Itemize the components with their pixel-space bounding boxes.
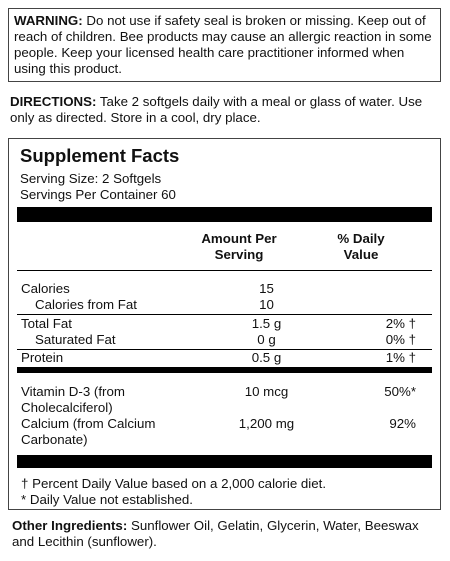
footnote: * Daily Value not established. xyxy=(21,492,193,507)
row-amount: 0 g xyxy=(257,332,276,347)
rule xyxy=(17,314,432,315)
rule xyxy=(17,207,432,222)
row-name: Calcium (from Calcium Carbonate) xyxy=(21,416,156,447)
column-header: % Daily Value xyxy=(337,231,385,262)
row-dv: 2% † xyxy=(385,316,416,331)
directions-text: Take 2 softgels daily with a meal or gla… xyxy=(10,94,423,125)
directions-label: DIRECTIONS: xyxy=(10,94,97,109)
row-dv: 92% xyxy=(389,416,416,431)
servings-per-container: Servings Per Container 60 xyxy=(20,187,176,202)
row-amount: 15 xyxy=(259,281,274,296)
other-ingredients-label: Other Ingredients: xyxy=(12,518,128,533)
warning-box: WARNING: Do not use if safety seal is br… xyxy=(8,8,441,82)
row-name: Calories xyxy=(21,281,70,296)
row-name: Vitamin D-3 (from Cholecalciferol) xyxy=(21,384,125,415)
warning-label: WARNING: xyxy=(14,13,83,28)
directions: DIRECTIONS: Take 2 softgels daily with a… xyxy=(10,94,435,126)
rule xyxy=(17,349,432,350)
row-name: Total Fat xyxy=(21,316,72,331)
rule xyxy=(17,270,432,271)
row-amount: 10 mcg xyxy=(244,384,289,399)
row-name: Calories from Fat xyxy=(35,297,137,312)
row-amount: 0.5 g xyxy=(251,350,282,365)
other-ingredients-text: Sunflower Oil, Gelatin, Glycerin, Water,… xyxy=(12,518,419,549)
row-amount: 1,200 mg xyxy=(238,416,295,431)
row-name: Saturated Fat xyxy=(35,332,116,347)
row-dv: 50%* xyxy=(384,384,416,399)
row-amount: 10 xyxy=(259,297,274,312)
row-name: Protein xyxy=(21,350,64,365)
rule xyxy=(17,367,432,373)
other-ingredients: Other Ingredients: Sunflower Oil, Gelati… xyxy=(12,518,437,550)
serving-size: Serving Size: 2 Softgels xyxy=(20,171,162,186)
supplement-facts: Supplement Facts Serving Size: 2 Softgel… xyxy=(8,138,441,510)
row-amount: 1.5 g xyxy=(251,316,282,331)
rule xyxy=(17,455,432,468)
footnote: † Percent Daily Value based on a 2,000 c… xyxy=(21,476,327,491)
column-header: Amount Per Serving xyxy=(201,231,277,262)
row-dv: 1% † xyxy=(385,350,416,365)
row-dv: 0% † xyxy=(385,332,416,347)
warning-text: Do not use if safety seal is broken or m… xyxy=(14,13,432,76)
sf-title: Supplement Facts xyxy=(20,145,180,166)
